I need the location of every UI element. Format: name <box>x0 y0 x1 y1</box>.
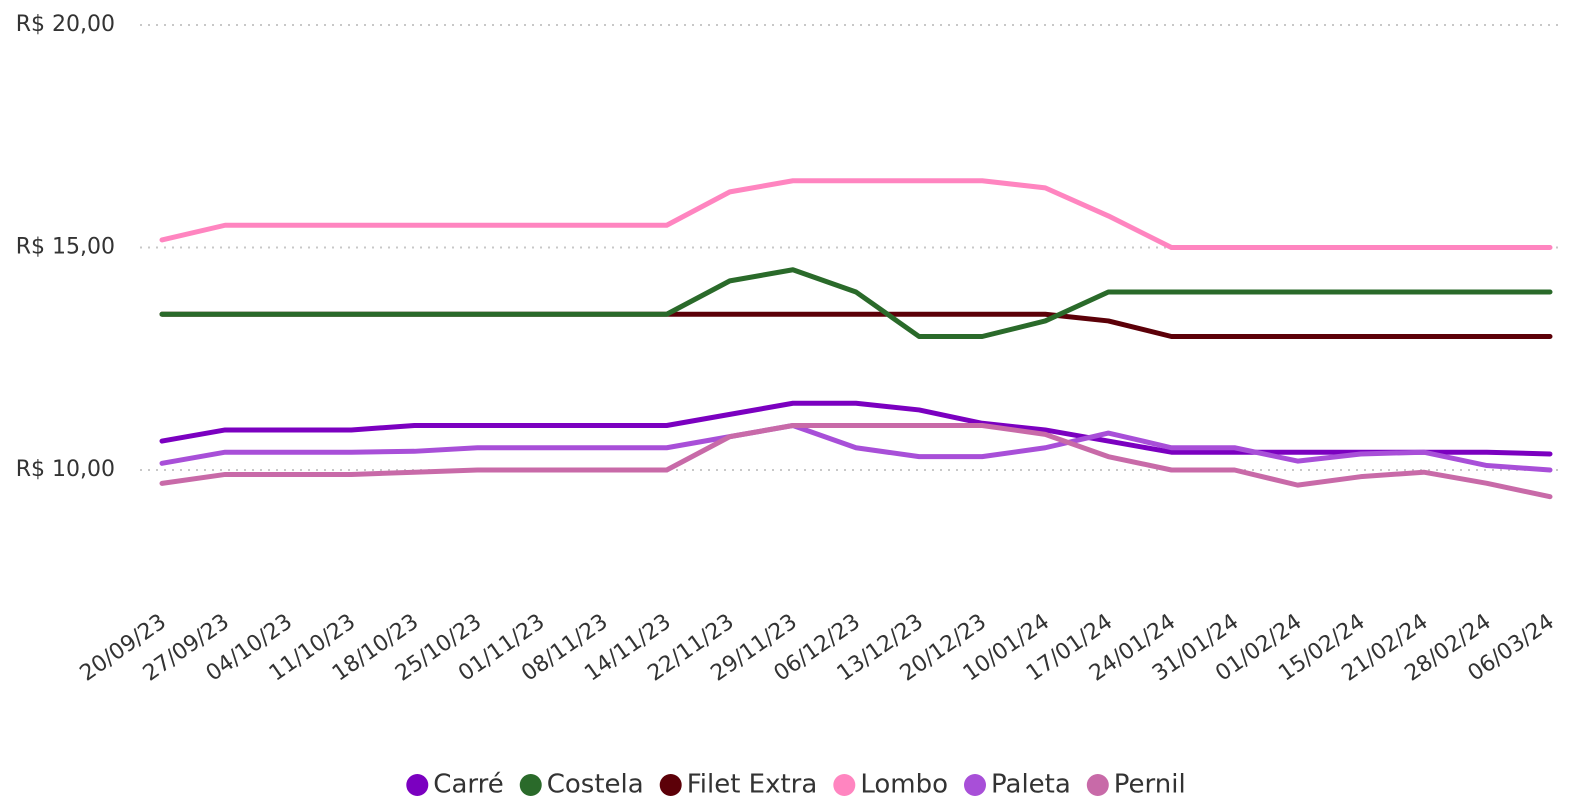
legend-marker <box>1086 774 1109 796</box>
y-tick-label: R$ 15,00 <box>16 235 115 260</box>
legend-label: Lombo <box>860 770 948 800</box>
series-line <box>159 423 1553 473</box>
legend-marker <box>519 774 542 796</box>
series-line <box>159 267 1553 339</box>
legend-marker <box>964 774 986 796</box>
y-tick-label: R$ 20,00 <box>16 12 115 37</box>
legend-label: Carré <box>433 770 503 800</box>
legend-label: Filet Extra <box>687 770 818 800</box>
legend-marker <box>659 774 682 796</box>
legend-label: Pernil <box>1114 770 1186 800</box>
legend: Carré Costela Filet Extra Lombo Paleta Pernil <box>406 770 1186 800</box>
series-line <box>159 423 1553 500</box>
series-line <box>159 311 1553 339</box>
legend-marker <box>406 774 429 796</box>
legend-label: Costela <box>547 770 644 800</box>
legend-label: Paleta <box>991 770 1071 800</box>
series-line <box>159 178 1553 250</box>
legend-marker <box>833 774 856 796</box>
y-tick-label: R$ 10,00 <box>16 457 115 482</box>
series-line <box>159 400 1553 457</box>
